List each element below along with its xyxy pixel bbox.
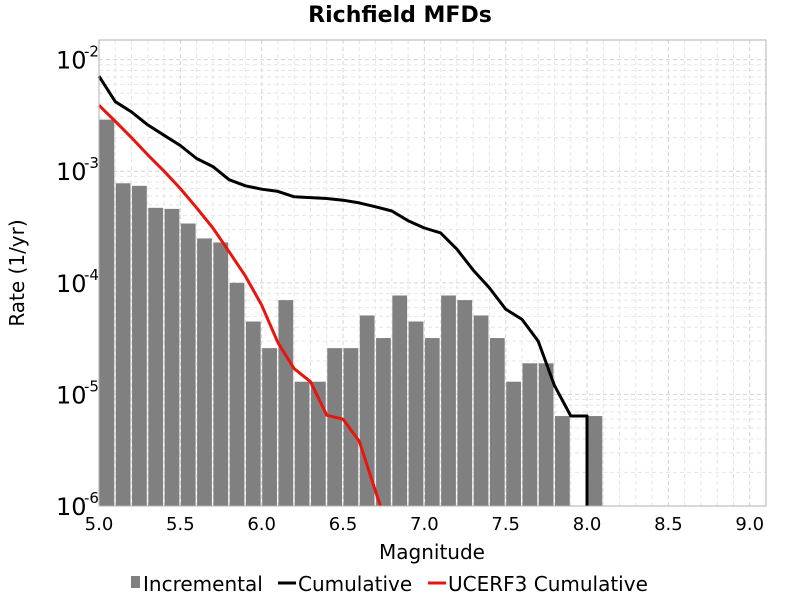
series-line <box>97 75 589 506</box>
x-tick-labels: 5.0 5.5 6.0 6.5 7.0 7.5 8.0 8.5 9.0 <box>85 514 764 535</box>
y-tick-exponent: -6 <box>84 489 99 507</box>
y-tick-label: 10-4 <box>56 266 99 298</box>
bar <box>376 338 391 506</box>
bar <box>441 295 456 506</box>
x-tick-label: 6.0 <box>247 514 276 535</box>
bar <box>164 208 180 506</box>
bar <box>457 300 473 506</box>
x-tick-label: 8.0 <box>573 514 602 535</box>
bar <box>555 416 570 506</box>
x-tick-label: 5.0 <box>85 514 114 535</box>
bar <box>310 381 326 506</box>
plot-frame <box>98 39 767 507</box>
x-tick-label: 6.5 <box>329 514 358 535</box>
bar <box>424 338 440 506</box>
y-tick-base: 10 <box>56 47 87 75</box>
bar <box>197 238 212 507</box>
bar <box>538 363 554 506</box>
legend-item: UCERF3 Cumulative <box>428 572 648 596</box>
y-tick-base: 10 <box>56 158 87 186</box>
y-tick-base: 10 <box>56 493 87 521</box>
bar <box>294 381 310 506</box>
bar <box>132 185 147 506</box>
bar <box>278 300 294 506</box>
bar <box>506 381 521 506</box>
y-tick-exponent: -2 <box>84 43 99 61</box>
bar <box>522 363 538 506</box>
legend-swatch <box>131 576 140 588</box>
bar <box>115 183 131 506</box>
y-tick-exponent: -4 <box>84 266 99 284</box>
y-tick-label: 10-3 <box>56 154 99 186</box>
bar <box>245 321 261 506</box>
y-tick-labels: 10-610-510-410-310-2 <box>56 43 99 521</box>
bar <box>99 119 115 507</box>
bar <box>148 207 164 506</box>
y-tick-label: 10-2 <box>56 43 99 75</box>
bar <box>180 223 196 506</box>
bar <box>213 242 229 507</box>
x-tick-label: 5.5 <box>166 514 195 535</box>
bar <box>343 348 359 506</box>
bar <box>587 416 603 506</box>
legend-item: Incremental <box>131 572 263 596</box>
legend-label: Incremental <box>143 572 263 596</box>
bar <box>229 282 245 506</box>
series-line <box>97 104 382 507</box>
series-lines <box>97 75 589 507</box>
x-tick-label: 9.0 <box>735 514 764 535</box>
bar <box>489 338 505 506</box>
bar <box>262 348 277 506</box>
chart-title: Richfield MFDs <box>308 3 492 28</box>
legend-item: Cumulative <box>278 572 412 596</box>
y-axis-label: Rate (1/yr) <box>5 219 29 326</box>
legend-label: Cumulative <box>298 572 412 596</box>
incremental-bars <box>99 119 603 507</box>
legend: Incremental Cumulative UCERF3 Cumulative <box>131 572 648 596</box>
y-tick-exponent: -3 <box>84 154 99 172</box>
x-tick-label: 8.5 <box>654 514 683 535</box>
y-tick-base: 10 <box>56 381 87 409</box>
x-tick-label: 7.5 <box>491 514 520 535</box>
bar <box>392 295 408 506</box>
y-tick-label: 10-5 <box>56 377 99 409</box>
x-tick-label: 7.0 <box>410 514 439 535</box>
y-tick-base: 10 <box>56 270 87 298</box>
x-axis-label: Magnitude <box>379 540 485 564</box>
y-tick-label: 10-6 <box>56 489 99 521</box>
bar <box>408 321 424 506</box>
legend-label: UCERF3 Cumulative <box>448 572 648 596</box>
bar <box>473 315 489 506</box>
grid <box>98 40 767 507</box>
bar <box>327 348 343 506</box>
y-tick-exponent: -5 <box>84 377 99 395</box>
